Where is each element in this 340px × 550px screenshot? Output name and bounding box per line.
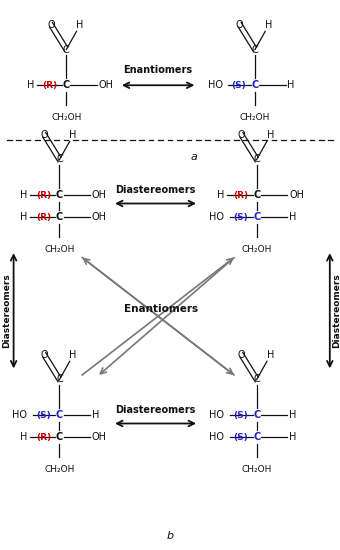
- Text: H: H: [20, 212, 27, 222]
- Text: O: O: [238, 130, 245, 140]
- Text: O: O: [238, 350, 245, 360]
- Text: OH: OH: [92, 432, 107, 442]
- Text: C: C: [253, 410, 260, 420]
- Text: C: C: [252, 45, 258, 54]
- Text: C: C: [253, 212, 260, 222]
- Text: CH₂OH: CH₂OH: [51, 113, 82, 122]
- Text: HO: HO: [208, 80, 223, 90]
- Text: C: C: [251, 80, 259, 90]
- Text: Diastereomers: Diastereomers: [115, 405, 196, 415]
- Text: Enantiomers: Enantiomers: [123, 65, 193, 75]
- Text: C: C: [56, 155, 63, 164]
- Text: CH₂OH: CH₂OH: [44, 245, 75, 254]
- Text: b: b: [167, 531, 173, 541]
- Text: O: O: [47, 20, 55, 30]
- Text: C: C: [56, 212, 63, 222]
- Text: Diastereomers: Diastereomers: [115, 185, 196, 195]
- Text: (S): (S): [234, 411, 248, 420]
- Text: H: H: [289, 212, 296, 222]
- Text: OH: OH: [289, 190, 304, 200]
- Text: C: C: [253, 432, 260, 442]
- Text: CH₂OH: CH₂OH: [241, 245, 272, 254]
- Text: C: C: [63, 80, 70, 90]
- Text: H: H: [217, 190, 224, 200]
- Text: C: C: [253, 155, 260, 164]
- Text: (R): (R): [36, 213, 51, 222]
- Text: H: H: [27, 80, 34, 90]
- Text: CH₂OH: CH₂OH: [240, 113, 270, 122]
- Text: C: C: [56, 190, 63, 200]
- Text: (R): (R): [36, 191, 51, 200]
- Text: H: H: [92, 410, 99, 420]
- Text: H: H: [265, 20, 272, 30]
- Text: H: H: [76, 20, 84, 30]
- Text: HO: HO: [209, 212, 224, 222]
- Text: C: C: [56, 432, 63, 442]
- Text: C: C: [56, 410, 63, 420]
- Text: H: H: [289, 432, 296, 442]
- Text: C: C: [253, 375, 260, 384]
- Text: O: O: [236, 20, 243, 30]
- Text: H: H: [20, 190, 27, 200]
- Text: (S): (S): [234, 213, 248, 222]
- Text: CH₂OH: CH₂OH: [44, 465, 75, 474]
- Text: (R): (R): [233, 191, 248, 200]
- Text: H: H: [20, 432, 27, 442]
- Text: HO: HO: [209, 410, 224, 420]
- Text: C: C: [63, 45, 70, 54]
- Text: OH: OH: [92, 190, 107, 200]
- Text: a: a: [190, 152, 197, 162]
- Text: H: H: [69, 130, 77, 140]
- Text: (S): (S): [232, 81, 246, 90]
- Text: (R): (R): [43, 81, 58, 90]
- Text: H: H: [267, 350, 274, 360]
- Text: Enantiomers: Enantiomers: [124, 304, 199, 314]
- Text: Diastereomers: Diastereomers: [2, 273, 11, 348]
- Text: CH₂OH: CH₂OH: [241, 465, 272, 474]
- Text: (R): (R): [36, 433, 51, 442]
- Text: (S): (S): [36, 411, 51, 420]
- Text: Diastereomers: Diastereomers: [332, 273, 340, 348]
- Text: OH: OH: [92, 212, 107, 222]
- Text: C: C: [253, 190, 260, 200]
- Text: O: O: [40, 130, 48, 140]
- Text: HO: HO: [12, 410, 27, 420]
- Text: H: H: [267, 130, 274, 140]
- Text: O: O: [40, 350, 48, 360]
- Text: HO: HO: [209, 432, 224, 442]
- Text: C: C: [56, 375, 63, 384]
- Text: (S): (S): [234, 433, 248, 442]
- Text: H: H: [289, 410, 296, 420]
- Text: OH: OH: [99, 80, 114, 90]
- Text: H: H: [287, 80, 295, 90]
- Text: H: H: [69, 350, 77, 360]
